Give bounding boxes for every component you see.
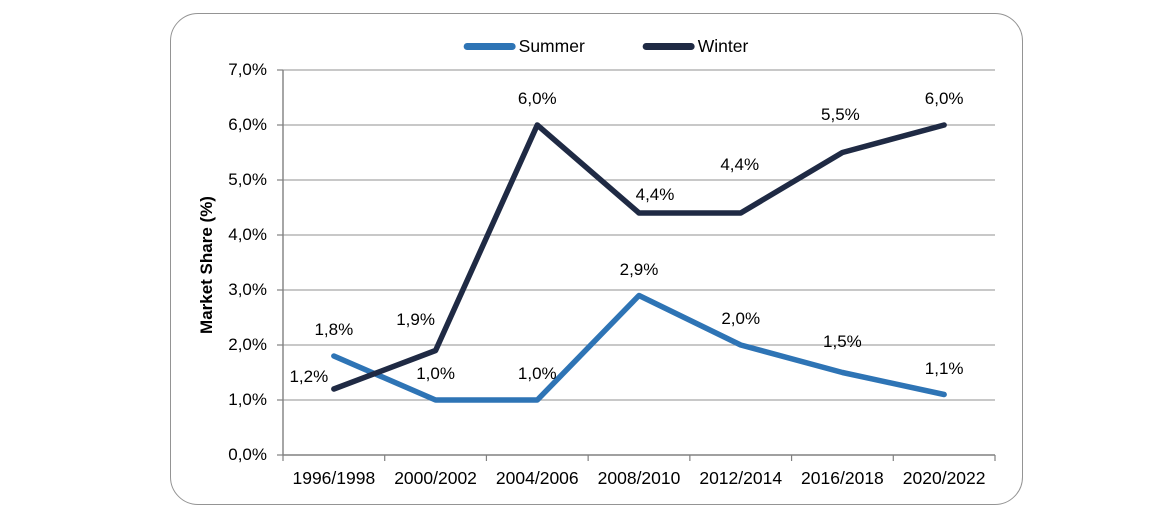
summer-data-label: 1,5% [823, 331, 862, 351]
legend-item-winter: Winter [642, 36, 749, 56]
legend-label-summer: Summer [518, 36, 585, 56]
chart-panel [170, 13, 1023, 505]
y-tick-label: 5,0% [228, 170, 267, 189]
summer-data-label: 2,0% [721, 309, 761, 328]
x-tick-label: 2016/2018 [801, 468, 884, 488]
winter-line-swatch-icon [642, 42, 695, 50]
chart-legend: Summer Winter [463, 36, 749, 56]
y-axis-title: Market Share (%) [197, 196, 216, 334]
x-tick-label: 1996/1998 [292, 468, 376, 488]
winter-data-label: 4,4% [720, 155, 760, 174]
y-tick-label: 4,0% [228, 225, 267, 244]
x-tick-label: 2000/2002 [394, 468, 477, 488]
x-tick-label: 2020/2022 [902, 468, 986, 488]
y-tick-label: 7,0% [228, 60, 267, 79]
winter-data-label: 5,5% [821, 104, 860, 124]
y-tick-label: 0,0% [228, 445, 267, 464]
y-tick-label: 6,0% [228, 115, 267, 134]
summer-data-label: 1,0% [517, 364, 557, 383]
summer-line [331, 292, 947, 403]
legend-label-winter: Winter [697, 36, 749, 56]
summer-data-label: 1,8% [314, 320, 354, 339]
summer-line-swatch-icon [463, 42, 516, 50]
winter-line [331, 122, 947, 392]
x-tick-label: 2008/2010 [597, 468, 681, 488]
summer-data-label: 2,9% [619, 259, 659, 279]
x-tick-label: 2004/2006 [495, 468, 579, 488]
summer-data-label: 1,1% [924, 358, 964, 378]
y-tick-label: 1,0% [228, 390, 267, 409]
x-tick-label: 2012/2014 [699, 468, 783, 488]
legend-item-summer: Summer [463, 36, 585, 56]
winter-data-label: 6,0% [517, 89, 557, 108]
winter-data-label: 1,9% [396, 309, 435, 329]
winter-data-label: 4,4% [635, 185, 675, 204]
summer-data-label: 1,0% [416, 364, 455, 383]
winter-data-label: 6,0% [924, 89, 964, 108]
y-tick-label: 2,0% [228, 335, 267, 354]
y-tick-label: 3,0% [228, 280, 267, 299]
winter-data-label: 1,2% [289, 367, 329, 386]
